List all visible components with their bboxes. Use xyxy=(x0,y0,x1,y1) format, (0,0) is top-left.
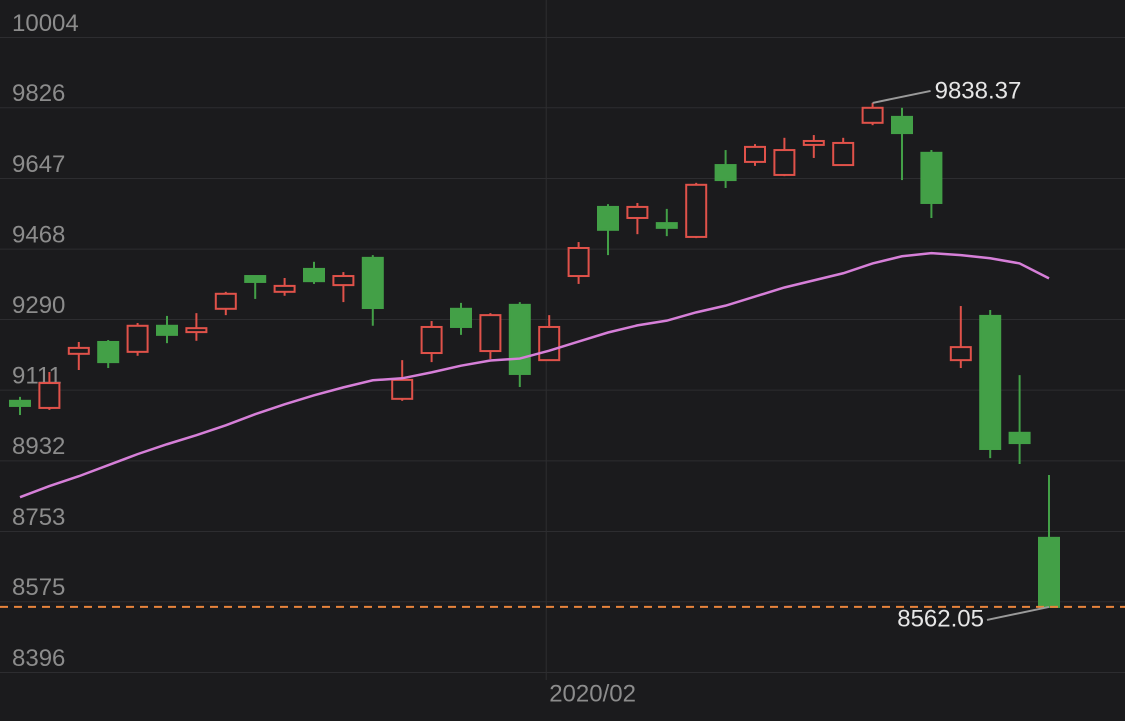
candle-body xyxy=(9,399,31,407)
candle-body xyxy=(273,284,296,293)
candle-body xyxy=(97,340,120,364)
candle-body xyxy=(949,346,972,362)
candle-body xyxy=(244,275,267,283)
candle-body xyxy=(303,267,325,283)
y-tick-label: 8575 xyxy=(12,574,65,601)
candle-body xyxy=(156,324,178,336)
candle-body xyxy=(626,205,649,219)
candle-body xyxy=(685,183,708,238)
candle-body xyxy=(714,164,737,182)
candle-body xyxy=(538,325,561,362)
y-tick-label: 10004 xyxy=(12,10,79,37)
candle-body xyxy=(802,139,825,146)
moving-average xyxy=(19,251,1050,499)
candle-body xyxy=(597,205,619,231)
candle-body xyxy=(567,246,590,278)
y-tick-label: 8753 xyxy=(12,504,65,531)
candle-body xyxy=(832,141,855,167)
candle-body xyxy=(126,324,149,353)
candle-body xyxy=(420,325,443,355)
candle-body xyxy=(861,106,884,124)
candle-body xyxy=(1008,431,1031,445)
y-tick-label: 9826 xyxy=(12,80,65,107)
low-leader xyxy=(986,605,1050,621)
candle-body xyxy=(773,149,796,176)
candle-body xyxy=(891,115,913,135)
candle-body xyxy=(920,151,943,204)
candle-body xyxy=(214,292,237,310)
y-tick-label: 8932 xyxy=(12,433,65,460)
candle-body xyxy=(391,378,414,400)
candle-body xyxy=(450,307,472,328)
candle-body xyxy=(508,303,531,375)
candle-body xyxy=(38,382,61,409)
candle-body xyxy=(744,145,766,163)
low-label: 8562.05 xyxy=(897,605,984,632)
candle-body xyxy=(655,222,678,229)
candle-body xyxy=(185,327,208,334)
high-label: 9838.37 xyxy=(935,77,1022,104)
high-leader xyxy=(872,89,931,104)
candle-body xyxy=(361,256,384,310)
candle-body xyxy=(1038,536,1060,608)
candle-body xyxy=(979,314,1002,450)
y-tick-label: 9468 xyxy=(12,222,65,249)
candle-body xyxy=(479,314,502,353)
x-tick-label: 2020/02 xyxy=(549,680,636,707)
candle-body xyxy=(67,346,90,355)
y-tick-label: 9290 xyxy=(12,292,65,319)
y-tick-label: 9647 xyxy=(12,151,65,178)
candle-body xyxy=(332,275,355,287)
y-tick-label: 8396 xyxy=(12,645,65,672)
